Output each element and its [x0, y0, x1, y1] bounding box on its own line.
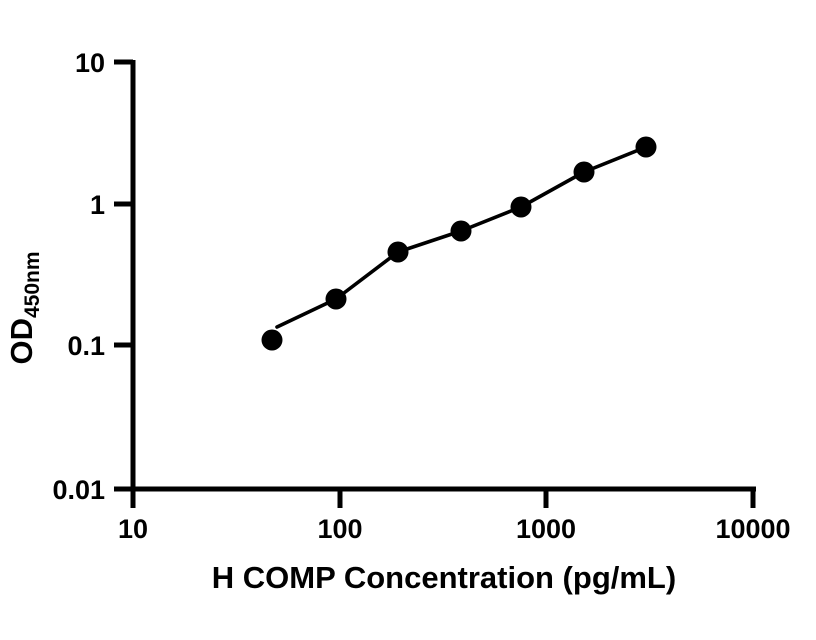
x-tick-label-10000: 10000 [715, 514, 790, 544]
data-point [635, 136, 657, 158]
y-axis-ticks [114, 59, 133, 492]
data-point [573, 161, 595, 183]
data-point [325, 288, 347, 310]
x-tick-label-100: 100 [317, 514, 362, 544]
y-tick-label-10: 10 [75, 48, 105, 78]
y-tick-label-0.1: 0.1 [67, 331, 105, 361]
y-axis-title: OD450nm [4, 251, 44, 364]
y-axis-title-subscript: 450nm [21, 251, 44, 318]
data-series-markers [261, 136, 657, 351]
x-tick-label-1000: 1000 [516, 514, 576, 544]
x-axis-ticks [130, 489, 756, 508]
x-axis-title: H COMP Concentration (pg/mL) [212, 560, 676, 595]
y-tick-label-0.01: 0.01 [52, 475, 105, 505]
y-axis-title-main: OD [4, 318, 39, 365]
data-point [261, 329, 283, 351]
data-point [387, 241, 409, 263]
y-tick-label-1: 1 [90, 190, 105, 220]
x-tick-label-10: 10 [118, 514, 148, 544]
data-point [450, 220, 472, 242]
data-point [510, 196, 532, 218]
y-axis-title-text: OD450nm [4, 251, 44, 364]
